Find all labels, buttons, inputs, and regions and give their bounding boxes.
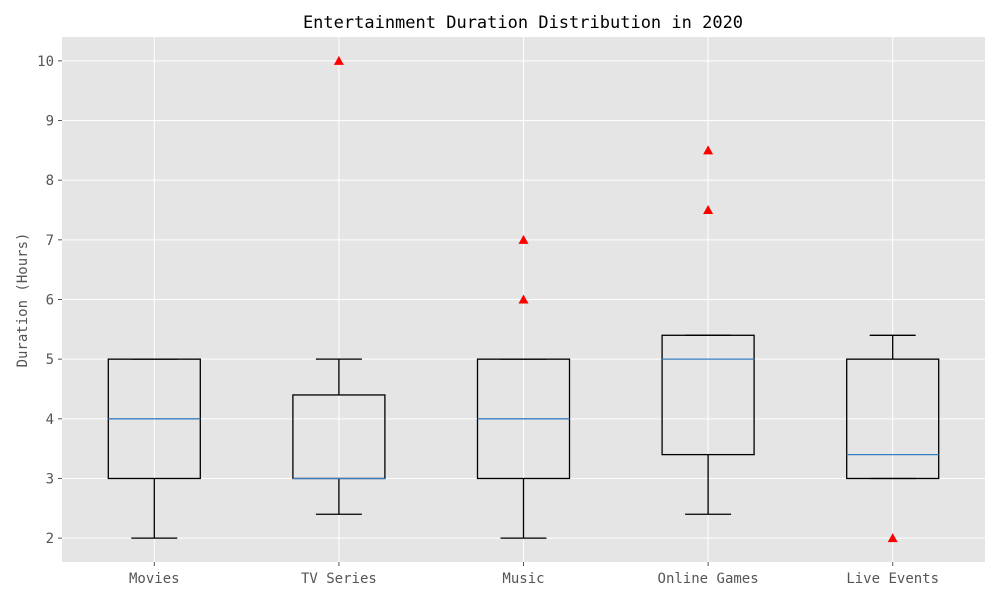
- x-tick-label: Music: [502, 571, 544, 587]
- axes: 2 3 4 5 6 7 8 9 10 Movies TV Series Music Online Gam…: [37, 54, 939, 587]
- box-music: [476, 234, 571, 539]
- y-tick-label: 8: [46, 173, 54, 189]
- y-tick-label: 7: [46, 233, 54, 249]
- y-tick-label: 6: [46, 293, 54, 309]
- y-axis-label: Duration (Hours): [15, 233, 31, 368]
- y-tick-label: 3: [46, 471, 54, 487]
- outlier-marker: [703, 145, 714, 155]
- outlier-marker: [887, 533, 898, 543]
- x-tick-label: Live Events: [846, 571, 939, 587]
- box-tv-series: [292, 55, 386, 515]
- x-tick-label: Online Games: [658, 571, 759, 587]
- box-live-events: [846, 334, 940, 543]
- x-tick-label: TV Series: [301, 571, 377, 587]
- box-body: [846, 358, 940, 480]
- outlier-marker: [518, 234, 529, 244]
- outlier-marker: [518, 294, 529, 304]
- box-body: [661, 334, 755, 456]
- box-movies: [107, 358, 201, 539]
- y-tick-label: 10: [37, 54, 54, 70]
- chart-title: Entertainment Duration Distribution in 2…: [303, 13, 743, 33]
- y-tick-label: 2: [46, 531, 54, 547]
- x-tick-label: Movies: [129, 571, 180, 587]
- y-tick-label: 9: [46, 114, 54, 130]
- outlier-marker: [333, 55, 344, 65]
- outlier-marker: [703, 205, 714, 215]
- boxes: [107, 55, 940, 543]
- y-tick-label: 4: [46, 412, 54, 428]
- y-tick-label: 5: [46, 352, 54, 368]
- box-online-games: [661, 145, 755, 515]
